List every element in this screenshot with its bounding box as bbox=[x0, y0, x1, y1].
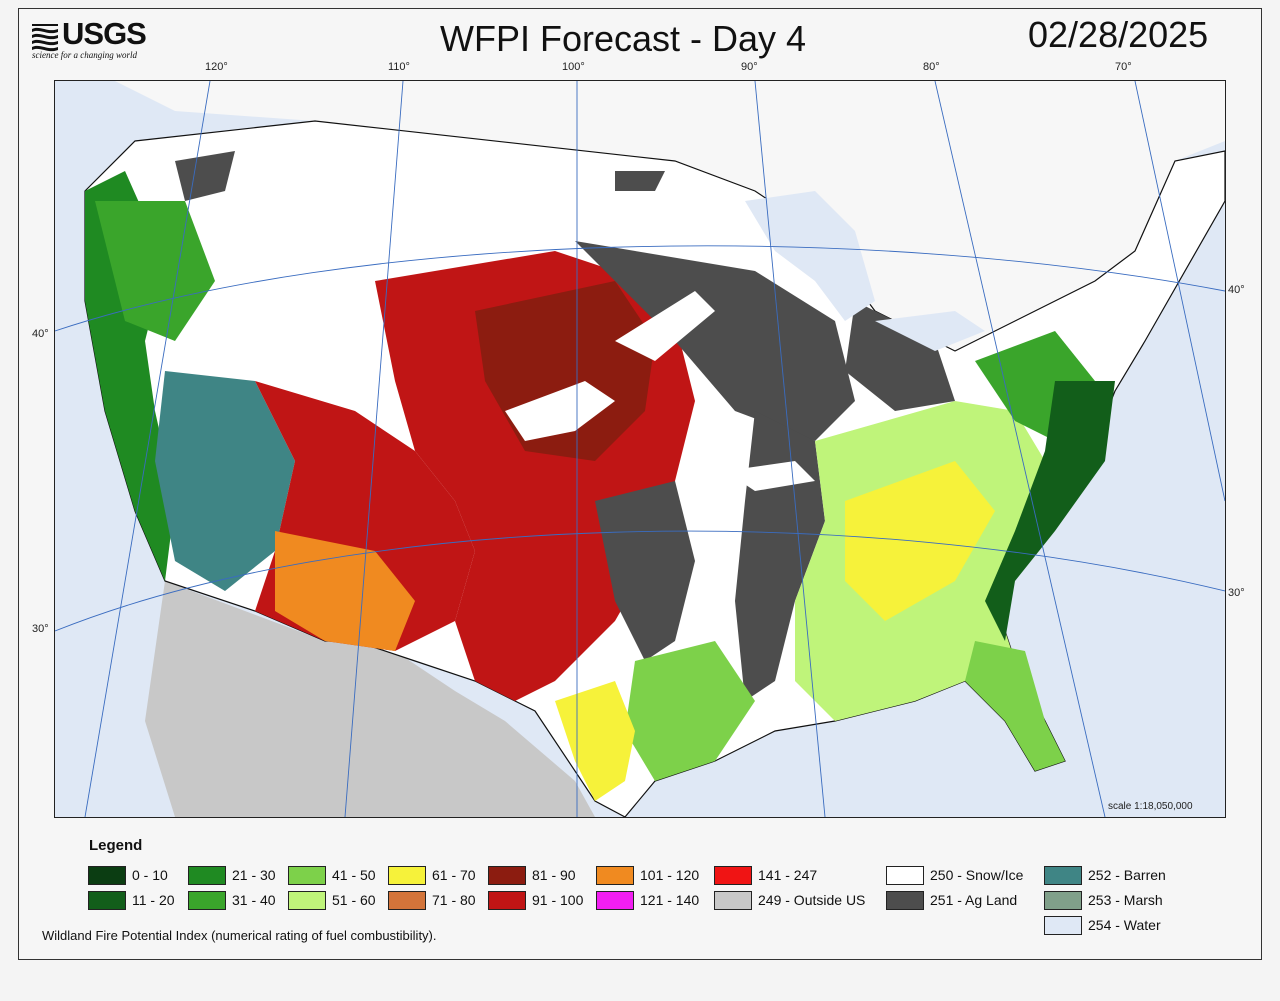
legend-item: 121 - 140 bbox=[596, 889, 699, 911]
legend-item: 249 - Outside US bbox=[714, 889, 865, 911]
legend-label: 253 - Marsh bbox=[1088, 892, 1163, 908]
legend-label: 41 - 50 bbox=[332, 867, 376, 883]
arizona-orange bbox=[275, 531, 415, 651]
longitude-label: 100° bbox=[562, 61, 585, 73]
legend-item: 254 - Water bbox=[1044, 914, 1161, 936]
longitude-label: 80° bbox=[923, 61, 940, 73]
wfpi-map[interactable] bbox=[54, 80, 1226, 818]
legend-label: 31 - 40 bbox=[232, 892, 276, 908]
legend-label: 51 - 60 bbox=[332, 892, 376, 908]
legend-swatch bbox=[1044, 865, 1082, 885]
map-title: WFPI Forecast - Day 4 bbox=[440, 18, 807, 59]
legend-label: 0 - 10 bbox=[132, 867, 168, 883]
legend-label: 11 - 20 bbox=[132, 892, 175, 908]
southeast-yellow bbox=[845, 461, 995, 621]
legend-caption: Wildland Fire Potential Index (numerical… bbox=[42, 928, 437, 943]
legend-label: 250 - Snow/Ice bbox=[930, 867, 1024, 883]
legend-swatch bbox=[288, 890, 326, 910]
longitude-label: 70° bbox=[1115, 61, 1132, 73]
legend-label: 91 - 100 bbox=[532, 892, 584, 908]
longitude-label: 120° bbox=[205, 61, 228, 73]
upper-midwest-ag bbox=[575, 241, 855, 441]
forecast-date: 02/28/2025 bbox=[1028, 14, 1209, 55]
legend-label: 71 - 80 bbox=[432, 892, 476, 908]
logo-tagline: science for a changing world bbox=[32, 50, 137, 60]
florida-green bbox=[965, 641, 1065, 771]
legend-label: 21 - 30 bbox=[232, 867, 276, 883]
legend-item: 51 - 60 bbox=[288, 889, 376, 911]
legend-item: 252 - Barren bbox=[1044, 864, 1166, 886]
legend-item: 71 - 80 bbox=[388, 889, 476, 911]
legend-swatch bbox=[1044, 890, 1082, 910]
central-ag bbox=[595, 481, 695, 661]
legend-item: 11 - 20 bbox=[88, 889, 175, 911]
legend-swatch bbox=[488, 890, 526, 910]
legend-label: 249 - Outside US bbox=[758, 892, 866, 908]
legend-label: 61 - 70 bbox=[432, 867, 476, 883]
baja-land bbox=[170, 586, 265, 817]
great-lakes-water bbox=[745, 191, 875, 321]
logo-wordmark: USGS bbox=[62, 16, 147, 51]
legend-item: 21 - 30 bbox=[188, 864, 276, 886]
legend-item: 91 - 100 bbox=[488, 889, 583, 911]
legend-item: 101 - 120 bbox=[596, 864, 699, 886]
legend-swatch bbox=[886, 865, 924, 885]
canada-land bbox=[115, 81, 1225, 351]
legend-title: Legend bbox=[89, 837, 143, 854]
great-basin-barren bbox=[155, 371, 295, 591]
legend-swatch bbox=[388, 865, 426, 885]
texas-yellow bbox=[555, 681, 635, 801]
legend-label: 101 - 120 bbox=[640, 867, 700, 883]
legend-item: 250 - Snow/Ice bbox=[886, 864, 1023, 886]
latitude-label: 40° bbox=[32, 328, 49, 340]
latitude-label: 30° bbox=[1228, 587, 1245, 599]
legend-item: 141 - 247 bbox=[714, 864, 817, 886]
idaho-ag bbox=[175, 151, 235, 201]
legend-swatch bbox=[188, 890, 226, 910]
legend-swatch bbox=[88, 890, 126, 910]
legend-item: 41 - 50 bbox=[288, 864, 376, 886]
pacific-nw-green bbox=[95, 201, 215, 341]
legend-label: 254 - Water bbox=[1088, 917, 1161, 933]
latitude-label: 30° bbox=[32, 623, 49, 635]
legend-label: 81 - 90 bbox=[532, 867, 576, 883]
legend-swatch bbox=[596, 865, 634, 885]
legend-swatch bbox=[388, 890, 426, 910]
longitude-label: 90° bbox=[741, 61, 758, 73]
legend-swatch bbox=[288, 865, 326, 885]
legend-swatch bbox=[188, 865, 226, 885]
legend-swatch bbox=[596, 890, 634, 910]
south-green bbox=[625, 641, 755, 781]
atlantic-coast-dark bbox=[985, 381, 1115, 641]
map-scale: scale 1:18,050,000 bbox=[1108, 801, 1193, 812]
legend-swatch bbox=[1044, 915, 1082, 935]
legend-swatch bbox=[714, 890, 752, 910]
legend-swatch bbox=[714, 865, 752, 885]
legend-label: 252 - Barren bbox=[1088, 867, 1166, 883]
illinois-snow bbox=[725, 461, 815, 491]
mexico-land bbox=[145, 581, 595, 817]
legend-item: 81 - 90 bbox=[488, 864, 576, 886]
legend-swatch bbox=[886, 890, 924, 910]
legend-swatch bbox=[488, 865, 526, 885]
lake-erie-water bbox=[875, 311, 985, 351]
graticule-lines bbox=[55, 81, 1225, 817]
map-canvas bbox=[55, 81, 1225, 817]
minnesota-snow bbox=[615, 291, 715, 361]
longitude-label: 110° bbox=[388, 61, 410, 73]
legend-label: 121 - 140 bbox=[640, 892, 700, 908]
legend-item: 251 - Ag Land bbox=[886, 889, 1017, 911]
ohio-valley-ag bbox=[845, 301, 955, 411]
north-dakota-ag bbox=[615, 171, 665, 191]
legend-item: 0 - 10 bbox=[88, 864, 168, 886]
legend-label: 141 - 247 bbox=[758, 867, 818, 883]
legend-label: 251 - Ag Land bbox=[930, 892, 1018, 908]
legend-item: 31 - 40 bbox=[188, 889, 276, 911]
nebraska-snow bbox=[505, 381, 615, 441]
legend-swatch bbox=[88, 865, 126, 885]
latitude-label: 40° bbox=[1228, 284, 1245, 296]
legend-item: 61 - 70 bbox=[388, 864, 476, 886]
legend-item: 253 - Marsh bbox=[1044, 889, 1163, 911]
usgs-logo-icon bbox=[32, 24, 58, 52]
